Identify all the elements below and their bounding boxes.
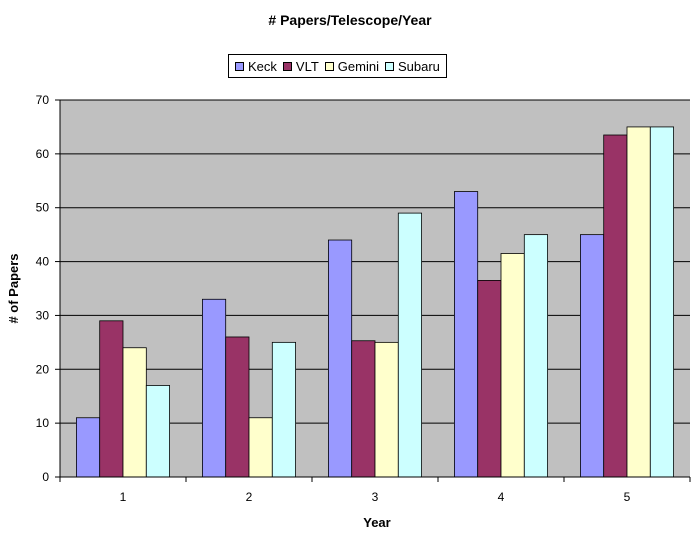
- bar-vlt-5: [603, 134, 628, 478]
- legend-swatch-subaru: [384, 61, 394, 71]
- bar-keck-5: [580, 234, 605, 478]
- y-tick-label-30: 30: [36, 308, 50, 322]
- bar-keck-4: [453, 191, 479, 478]
- legend-label-vlt: VLT: [295, 58, 319, 74]
- y-tick-label-70: 70: [36, 93, 50, 107]
- bar-keck-3: [327, 239, 353, 478]
- bar-vlt-3: [351, 340, 376, 478]
- y-tick-label-40: 40: [36, 255, 50, 269]
- bar-keck-1: [76, 417, 101, 478]
- legend-label-gemini: Gemini: [337, 58, 379, 74]
- axes: 0 10 20 30 40 50 60 70 1 2 3 4 5: [36, 93, 691, 504]
- bar-subaru-2: [271, 341, 296, 478]
- legend-swatch-keck: [235, 61, 244, 71]
- bar-subaru-5: [649, 126, 674, 478]
- bar-gemini-2: [248, 417, 273, 478]
- bar-gemini-5: [626, 126, 651, 478]
- y-tick-label-20: 20: [36, 362, 50, 376]
- bar-gemini-3: [374, 341, 399, 478]
- legend-swatch-gemini: [324, 61, 334, 71]
- legend-item-keck: Keck: [235, 59, 277, 74]
- x-tick-label-3: 3: [372, 490, 379, 504]
- y-tick-label-10: 10: [36, 416, 50, 430]
- bars: [76, 126, 674, 478]
- bar-gemini-1: [122, 347, 147, 478]
- bar-subaru-4: [523, 234, 548, 478]
- legend-item-gemini: Gemini: [324, 58, 379, 74]
- legend-item-vlt: VLT: [282, 58, 319, 74]
- bar-subaru-1: [145, 385, 171, 478]
- bar-vlt-1: [99, 320, 124, 478]
- x-tick-label-5: 5: [624, 490, 631, 504]
- y-tick-label-50: 50: [36, 201, 50, 215]
- legend: Keck VLT Gemini Subaru: [228, 54, 447, 78]
- x-tick-label-2: 2: [246, 490, 253, 504]
- y-axis-title: # of Papers: [6, 253, 21, 323]
- bar-subaru-3: [397, 212, 422, 478]
- legend-label-keck: Keck: [248, 58, 277, 74]
- bar-vlt-2: [225, 336, 250, 478]
- legend-item-subaru: Subaru: [384, 58, 440, 74]
- x-tick-label-1: 1: [120, 490, 127, 504]
- legend-swatch-vlt: [282, 61, 292, 71]
- y-tick-label-0: 0: [42, 470, 49, 484]
- bar-vlt-4: [477, 280, 502, 478]
- x-axis-title: Year: [363, 515, 390, 530]
- bar-keck-2: [201, 298, 227, 478]
- legend-label-subaru: Subaru: [397, 58, 440, 74]
- bar-gemini-4: [500, 253, 525, 478]
- y-tick-label-60: 60: [36, 147, 50, 161]
- chart-title: # Papers/Telescope/Year: [268, 12, 432, 28]
- x-tick-label-4: 4: [498, 490, 505, 504]
